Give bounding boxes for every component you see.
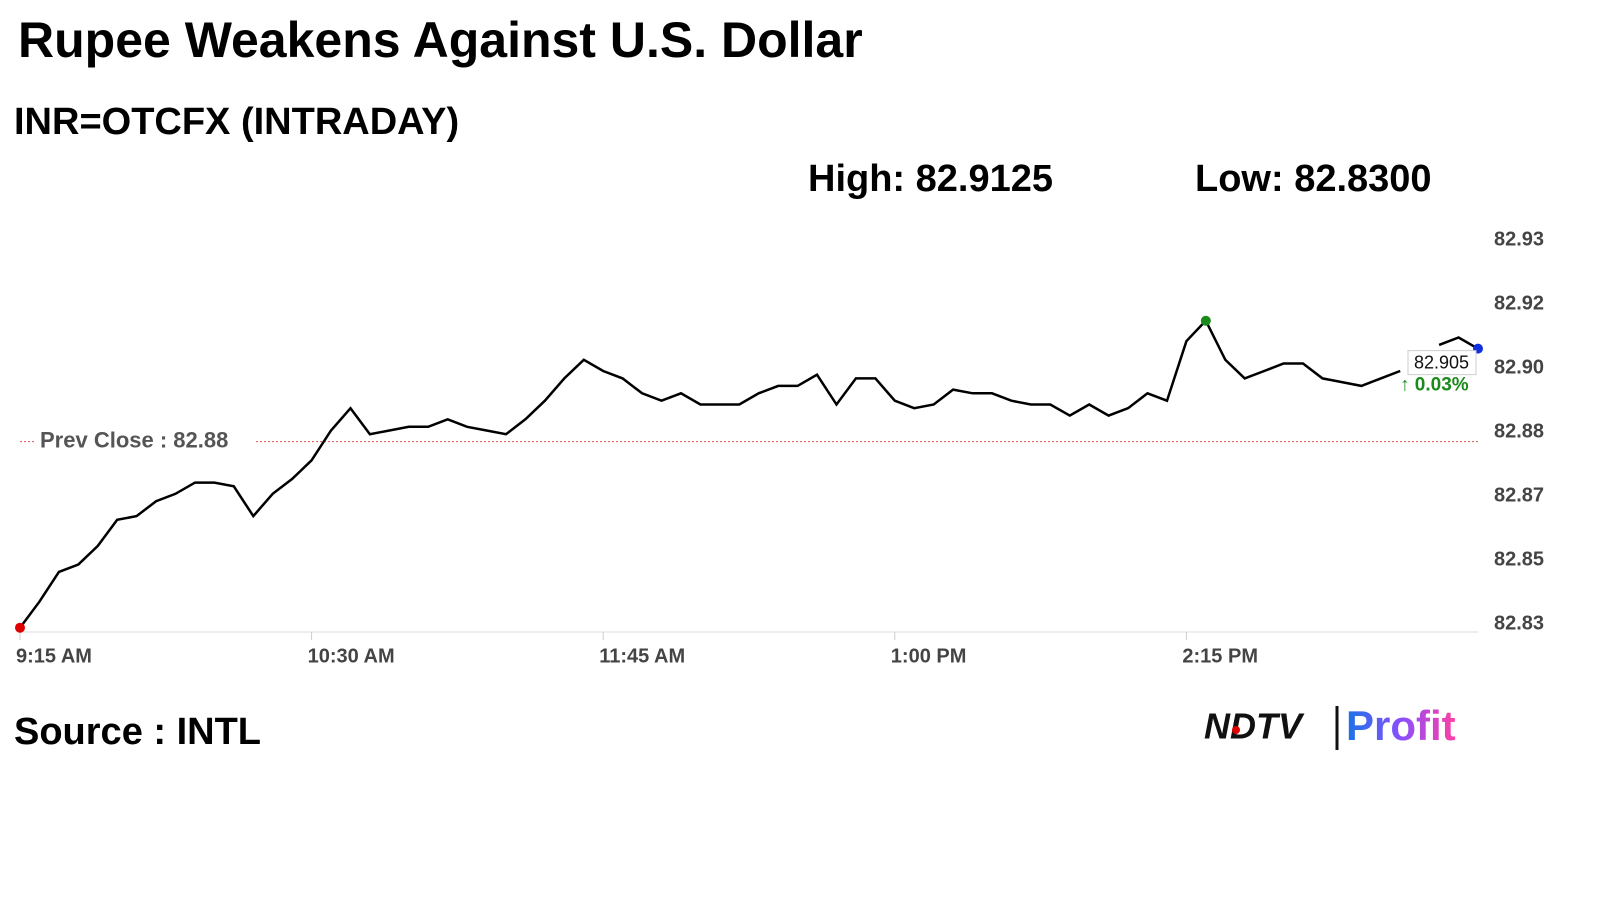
x-tick-label: 9:15 AM bbox=[16, 645, 92, 667]
prev-close-label: Prev Close : 82.88 bbox=[40, 427, 228, 452]
high-marker bbox=[1200, 315, 1211, 326]
x-tick-label: 1:00 PM bbox=[891, 645, 967, 667]
x-tick-label: 2:15 PM bbox=[1182, 645, 1258, 667]
x-tick-label: 11:45 AM bbox=[599, 645, 685, 667]
logo-dot bbox=[1232, 726, 1240, 734]
last-label-bg bbox=[1407, 350, 1477, 376]
x-tick-label: 10:30 AM bbox=[308, 645, 395, 667]
y-tick-label: 82.85 bbox=[1494, 548, 1544, 570]
y-tick-label: 82.88 bbox=[1494, 420, 1544, 442]
price-line bbox=[18, 318, 1479, 629]
y-tick-label: 82.93 bbox=[1494, 228, 1544, 250]
y-tick-label: 82.92 bbox=[1494, 292, 1544, 314]
chart-title: Rupee Weakens Against U.S. Dollar bbox=[18, 12, 863, 68]
logo-brand: NDTV bbox=[1204, 706, 1305, 747]
chart-subtitle: INR=OTCFX (INTRADAY) bbox=[14, 101, 459, 143]
low-label: Low: 82.8300 bbox=[1195, 158, 1432, 200]
y-tick-label: 82.87 bbox=[1494, 484, 1544, 506]
last-label: 82.905 bbox=[1414, 352, 1469, 372]
logo-product: Profit bbox=[1346, 702, 1456, 749]
y-tick-label: 82.83 bbox=[1494, 612, 1544, 634]
source: Source : INTL bbox=[14, 711, 261, 753]
change-label: ↑ 0.03% bbox=[1400, 375, 1469, 396]
prev-close-bg bbox=[34, 427, 256, 456]
high-label: High: 82.9125 bbox=[808, 158, 1053, 200]
low-marker bbox=[15, 622, 25, 633]
y-tick-label: 82.90 bbox=[1494, 356, 1544, 378]
